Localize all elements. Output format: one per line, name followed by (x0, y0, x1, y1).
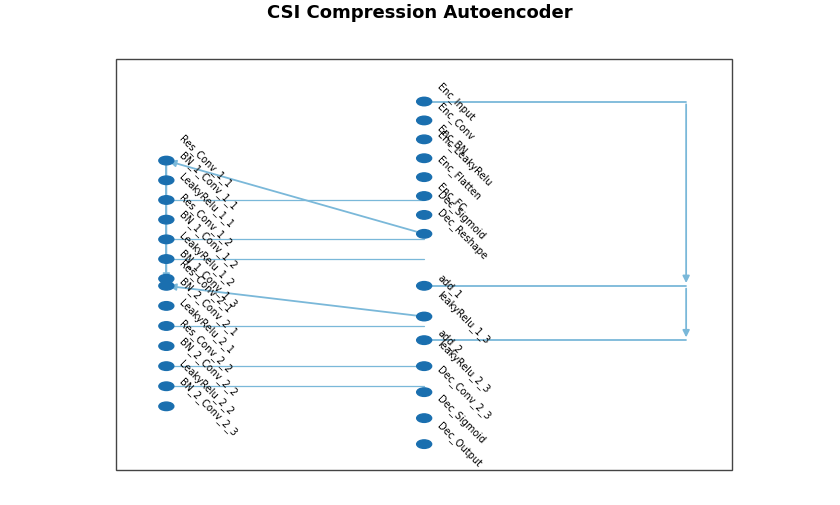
Text: Dec_Sigmoid: Dec_Sigmoid (435, 392, 487, 444)
Circle shape (417, 282, 432, 290)
Circle shape (159, 236, 174, 244)
FancyBboxPatch shape (117, 60, 732, 470)
Text: Enc_Input: Enc_Input (435, 81, 477, 123)
Circle shape (417, 136, 432, 144)
Text: add_2: add_2 (435, 326, 464, 355)
Text: BN_2_Conv_2_2: BN_2_Conv_2_2 (177, 335, 239, 397)
Circle shape (417, 336, 432, 345)
Circle shape (159, 196, 174, 205)
Circle shape (159, 382, 174, 391)
Text: Enc_BN: Enc_BN (435, 123, 469, 157)
Circle shape (417, 155, 432, 163)
Text: add_1: add_1 (435, 272, 464, 300)
Text: BN_2_Conv_2_3: BN_2_Conv_2_3 (177, 376, 239, 437)
Circle shape (417, 174, 432, 182)
Text: LeakyRelu_1_2: LeakyRelu_1_2 (177, 230, 236, 289)
Text: LeakyRelu_1_1: LeakyRelu_1_1 (177, 171, 236, 230)
Circle shape (417, 211, 432, 220)
Circle shape (159, 275, 174, 283)
Text: BN_1_Conv_1_3: BN_1_Conv_1_3 (177, 248, 239, 310)
Circle shape (417, 230, 432, 239)
Circle shape (159, 342, 174, 350)
Text: Dec_Conv_2_3: Dec_Conv_2_3 (435, 364, 492, 421)
Circle shape (159, 216, 174, 224)
Text: leakyRelu_1_3: leakyRelu_1_3 (435, 289, 491, 345)
Text: Res_Conv_2_1: Res_Conv_2_1 (177, 258, 234, 315)
Text: Enc_FC: Enc_FC (435, 180, 467, 213)
Circle shape (159, 362, 174, 371)
Circle shape (417, 117, 432, 125)
Circle shape (159, 402, 174, 411)
Circle shape (159, 157, 174, 166)
Circle shape (159, 322, 174, 331)
Text: BN_1_Conv_1_1: BN_1_Conv_1_1 (177, 150, 239, 212)
Circle shape (417, 313, 432, 321)
Text: LeakyRelu_2_1: LeakyRelu_2_1 (177, 297, 236, 356)
Circle shape (417, 362, 432, 371)
Text: Enc_Flatten: Enc_Flatten (435, 154, 483, 201)
Text: leakyRelu_2_3: leakyRelu_2_3 (435, 338, 491, 395)
Circle shape (417, 192, 432, 201)
Circle shape (159, 256, 174, 264)
Text: Res_Conv_2_2: Res_Conv_2_2 (177, 318, 234, 375)
Circle shape (159, 282, 174, 290)
Text: BN_2_Conv_2_1: BN_2_Conv_2_1 (177, 275, 239, 337)
Circle shape (417, 414, 432, 423)
Text: Enc_Conv: Enc_Conv (435, 100, 476, 142)
Text: BN_1_Conv_1_2: BN_1_Conv_1_2 (177, 209, 239, 271)
Text: Dec_Sigmoid: Dec_Sigmoid (435, 189, 487, 241)
Text: LeakyRelu_2_2: LeakyRelu_2_2 (177, 357, 236, 416)
Circle shape (417, 440, 432, 448)
Text: Enc_LeakyRelu: Enc_LeakyRelu (435, 129, 494, 188)
Title: CSI Compression Autoencoder: CSI Compression Autoencoder (267, 4, 573, 22)
Circle shape (159, 177, 174, 185)
Text: Res_Conv_1_2: Res_Conv_1_2 (177, 192, 234, 248)
Text: Dec_Output: Dec_Output (435, 420, 484, 469)
Text: Res_Conv_1_1: Res_Conv_1_1 (177, 133, 234, 189)
Circle shape (417, 388, 432, 396)
Text: Dec_Reshape: Dec_Reshape (435, 207, 490, 262)
Circle shape (159, 302, 174, 311)
Circle shape (417, 98, 432, 107)
